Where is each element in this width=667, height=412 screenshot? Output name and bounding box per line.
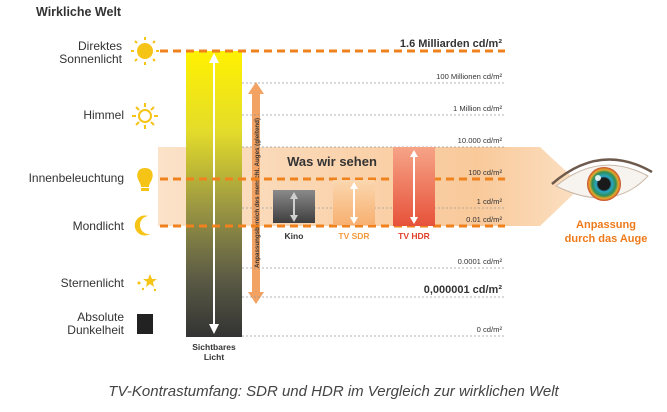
hdr-arrow-bottom	[410, 217, 418, 224]
page-title: Wirkliche Welt	[36, 5, 122, 19]
source-sunlight-label-1: Direktes	[78, 39, 122, 53]
visible-light-arrow-top	[209, 53, 219, 63]
source-star-label: Sternenlicht	[61, 276, 125, 290]
eye-label-1: Anpassung	[576, 219, 636, 231]
level-label: 1.6 Milliarden cd/m²	[400, 38, 502, 50]
level-label: 100 Millionen cd/m²	[436, 72, 502, 81]
tv-hdr-label: TV HDR	[398, 231, 430, 241]
kino-arrow-bottom	[290, 215, 298, 222]
lightbulb-icon	[137, 168, 153, 191]
level-label: 0.01 cd/m²	[466, 215, 502, 224]
visible-light-label-1: Sichtbares	[192, 342, 236, 352]
band-label: Was wir sehen	[287, 154, 377, 169]
dark-square-icon	[137, 314, 153, 334]
eye-label-2: durch das Auge	[565, 233, 648, 245]
luminance-levels: 1.6 Milliarden cd/m² 100 Millionen cd/m² 1…	[160, 38, 505, 337]
level-label: 1 Million cd/m²	[453, 104, 502, 113]
sdr-arrow-bottom	[350, 217, 358, 224]
adaptation-range-label: Anpassungsbereich des menschl. Auges (gl…	[254, 118, 261, 268]
level-label: 0,000001 cd/m²	[424, 284, 503, 296]
kino-arrow-top	[290, 192, 298, 199]
sun-outline-icon	[132, 103, 158, 129]
figure-caption: TV-Kontrastumfang: SDR und HDR im Vergle…	[108, 383, 559, 400]
kino-label: Kino	[285, 231, 304, 241]
hdr-arrow-top	[410, 150, 418, 157]
level-label: 1 cd/m²	[477, 197, 503, 206]
stars-icon	[137, 274, 157, 292]
sun-icon	[131, 37, 159, 65]
eye-icon	[551, 158, 653, 201]
source-moon-label: Mondlicht	[73, 219, 125, 233]
adaptation-arrow-top	[248, 82, 264, 94]
visible-light-arrow-bottom	[209, 324, 219, 334]
source-dark-label-2: Dunkelheit	[67, 323, 124, 337]
level-label: 100 cd/m²	[468, 168, 502, 177]
source-sunlight-label-2: Sonnenlicht	[59, 52, 122, 66]
level-label: 0 cd/m²	[477, 325, 503, 334]
moon-icon	[134, 215, 150, 236]
visible-light-label-2: Licht	[204, 352, 224, 362]
tv-sdr-label: TV SDR	[338, 231, 369, 241]
source-sky-label: Himmel	[83, 108, 124, 122]
sdr-arrow-top	[350, 182, 358, 189]
level-label: 0.0001 cd/m²	[458, 257, 503, 266]
level-label: 10.000 cd/m²	[458, 136, 503, 145]
adaptation-arrow-bottom	[248, 292, 264, 304]
source-indoor-label: Innenbeleuchtung	[29, 171, 124, 185]
source-dark-label-1: Absolute	[77, 310, 124, 324]
